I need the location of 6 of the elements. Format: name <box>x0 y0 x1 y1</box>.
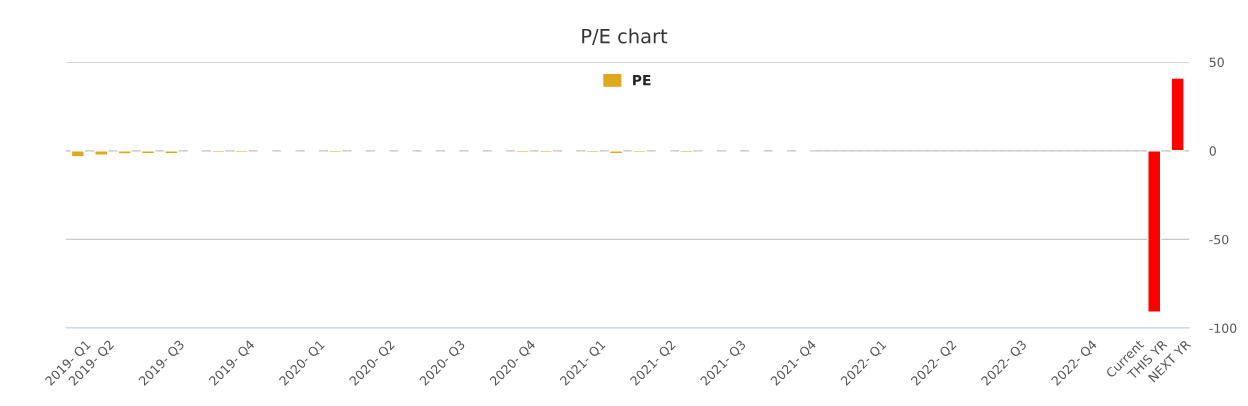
chart-title: P/E chart <box>582 28 668 45</box>
legend-label: PE <box>633 75 651 86</box>
y-tick-label: -100 <box>1209 323 1237 333</box>
y-tick-label: 50 <box>1209 57 1224 68</box>
y-tick-label: -50 <box>1209 234 1229 245</box>
y-tick-label: 0 <box>1209 146 1216 156</box>
